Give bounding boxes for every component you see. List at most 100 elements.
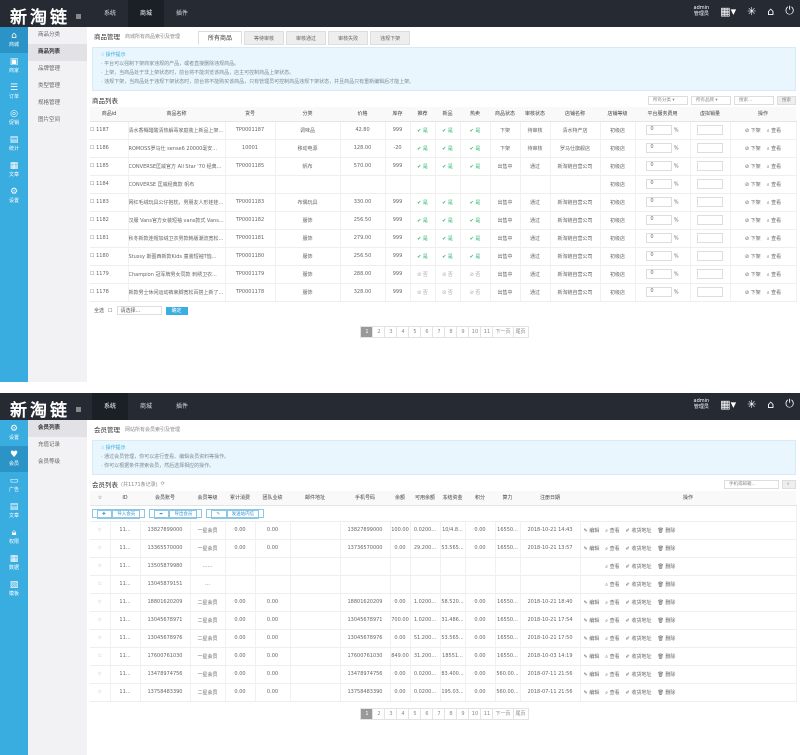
service-fee-input[interactable]: 0 [646, 179, 673, 189]
flag-toggle[interactable]: ✔ 是 [435, 139, 461, 158]
col-header[interactable]: 平台服务费用 [635, 107, 690, 122]
star-icon[interactable]: ☆ [90, 575, 111, 594]
delete-button[interactable]: 🗑︎ 删除 [657, 581, 676, 588]
submenu-item[interactable]: 商品列表 [28, 44, 87, 61]
col-header[interactable]: 商品名称 [128, 107, 225, 122]
edit-button[interactable]: ✎ 编辑 [583, 617, 600, 624]
star-icon[interactable]: ☆ [90, 647, 111, 666]
star-icon[interactable]: ☆ [90, 665, 111, 684]
service-fee-input[interactable]: 0 [646, 161, 673, 171]
view-button[interactable]: ⌕ 查看 [766, 127, 782, 134]
flag-toggle[interactable]: ⊘ 否 [410, 265, 436, 284]
col-header[interactable]: ☆ [90, 491, 110, 506]
col-header[interactable]: 店铺等级 [600, 107, 635, 122]
col-header[interactable]: 会员账号 [140, 491, 190, 506]
address-button[interactable]: ✐ 收货地址 [625, 653, 652, 660]
virtual-sales-input[interactable] [697, 287, 723, 297]
delete-button[interactable]: 🗑︎ 删除 [657, 545, 676, 552]
service-fee-input[interactable]: 0 [646, 287, 673, 297]
flag-toggle[interactable]: ✔ 是 [435, 229, 461, 248]
submenu-item[interactable]: 规格管理 [38, 100, 61, 106]
col-header[interactable]: 冻结资金 [440, 491, 465, 506]
star-icon[interactable]: ☆ [90, 521, 111, 540]
search-input[interactable]: 手机或邮箱... [724, 479, 779, 489]
star-icon[interactable]: ☆ [90, 629, 111, 648]
calendar-icon[interactable]: ▦▾ [720, 4, 737, 18]
toolbar-button-2[interactable]: ✎ 发送站内信 [206, 508, 265, 519]
edit-button[interactable]: ✎ 编辑 [583, 527, 600, 534]
col-header[interactable]: 分类 [275, 107, 340, 122]
col-header[interactable]: 团队业绩 [255, 491, 290, 506]
home-icon[interactable]: ⌂ [767, 4, 775, 18]
view-button[interactable]: ⌕ 查看 [605, 527, 620, 534]
offshelf-button[interactable]: ⊘ 下架 [744, 217, 761, 224]
offshelf-button[interactable]: ⊘ 下架 [744, 289, 761, 296]
nav-1[interactable]: 商城 [128, 0, 165, 27]
flag-toggle[interactable]: ✔ 是 [460, 157, 491, 176]
address-button[interactable]: ✐ 收货地址 [625, 563, 652, 570]
sitemap-icon[interactable]: ✳ [747, 4, 757, 18]
flag-toggle[interactable]: ✔ 是 [435, 193, 461, 212]
sidebar-item-数据[interactable]: ▦ 数据 [0, 550, 28, 576]
address-button[interactable]: ✐ 收货地址 [625, 689, 652, 696]
sidebar-toggle-icon[interactable] [76, 407, 81, 412]
col-header[interactable]: ID [110, 491, 140, 506]
offshelf-button[interactable]: ⊘ 下架 [744, 253, 761, 260]
offshelf-button[interactable]: ⊘ 下架 [744, 127, 761, 134]
delete-button[interactable]: 🗑︎ 删除 [657, 689, 676, 696]
col-header[interactable]: 推荐 [410, 107, 435, 122]
offshelf-button[interactable]: ⊘ 下架 [744, 199, 761, 206]
submenu-item[interactable]: 商品分类 [38, 32, 61, 38]
view-button[interactable]: ⌕ 查看 [766, 163, 782, 170]
sidebar-item-商城[interactable]: ⌂ 商城 [0, 27, 28, 53]
view-button[interactable]: ⌕ 查看 [766, 199, 782, 206]
toolbar-button-0[interactable]: ✚ 导入会员 [92, 508, 146, 519]
page-尾页[interactable]: 尾页 [512, 707, 529, 720]
col-header[interactable]: 商品id [90, 107, 128, 122]
sidebar-item-统计[interactable]: ▤ 统计 [0, 131, 28, 157]
sidebar-item-广告[interactable]: ▭ 广告 [0, 472, 28, 498]
view-button[interactable]: ⌕ 查看 [766, 145, 782, 152]
virtual-sales-input[interactable] [697, 269, 723, 279]
view-button[interactable]: ⌕ 查看 [766, 181, 782, 188]
col-header[interactable]: 操作 [730, 107, 796, 122]
col-header[interactable]: 会员等级 [190, 491, 225, 506]
submenu-item[interactable]: 图片空间 [38, 117, 61, 123]
flag-toggle[interactable]: ✔ 是 [435, 121, 461, 140]
select-all-checkbox[interactable]: ☐ [108, 307, 113, 314]
address-button[interactable]: ✐ 收货地址 [625, 635, 652, 642]
sidebar-item-设置[interactable]: ⚙ 设置 [0, 183, 28, 209]
page-下一页[interactable]: 下一页 [492, 325, 514, 338]
view-button[interactable]: ⌕ 查看 [766, 217, 782, 224]
sidebar-item-订单[interactable]: ☰ 订单 [0, 79, 28, 105]
view-button[interactable]: ⌕ 查看 [605, 689, 620, 696]
col-header[interactable]: 新品 [435, 107, 460, 122]
sidebar-item-会员[interactable]: ♥ 会员 [0, 446, 28, 472]
star-icon[interactable]: ☆ [90, 683, 111, 702]
view-button[interactable]: ⌕ 查看 [605, 599, 620, 606]
tab[interactable]: 等待审核 [244, 31, 285, 45]
service-fee-input[interactable]: 0 [646, 251, 673, 261]
edit-button[interactable]: ✎ 编辑 [583, 545, 600, 552]
nav-1[interactable]: 商城 [140, 403, 153, 410]
flag-toggle[interactable]: ⊘ 否 [460, 283, 491, 302]
tab[interactable]: 违规下架 [370, 31, 411, 45]
nav-0[interactable]: 系统 [92, 393, 129, 420]
delete-button[interactable]: 🗑︎ 删除 [657, 635, 676, 642]
address-button[interactable]: ✐ 收货地址 [625, 527, 652, 534]
service-fee-input[interactable]: 0 [646, 269, 673, 279]
page-尾页[interactable]: 尾页 [512, 325, 529, 338]
flag-toggle[interactable]: ✔ 是 [460, 193, 491, 212]
star-icon[interactable]: ☆ [90, 593, 111, 612]
power-icon[interactable]: ⏻ [785, 397, 794, 410]
col-header[interactable]: 商品状态 [490, 107, 520, 122]
col-header[interactable]: 货号 [225, 107, 275, 122]
view-button[interactable]: ⌕ 查看 [605, 581, 620, 588]
search-input[interactable]: 搜索... [734, 95, 774, 105]
flag-toggle[interactable]: ⊘ 否 [410, 283, 436, 302]
submenu-item[interactable]: 类型管理 [38, 83, 61, 89]
virtual-sales-input[interactable] [697, 161, 723, 171]
flag-toggle[interactable]: ✔ 是 [410, 157, 436, 176]
submenu-item[interactable]: 品牌管理 [38, 66, 61, 72]
col-header[interactable]: 价格 [340, 107, 385, 122]
